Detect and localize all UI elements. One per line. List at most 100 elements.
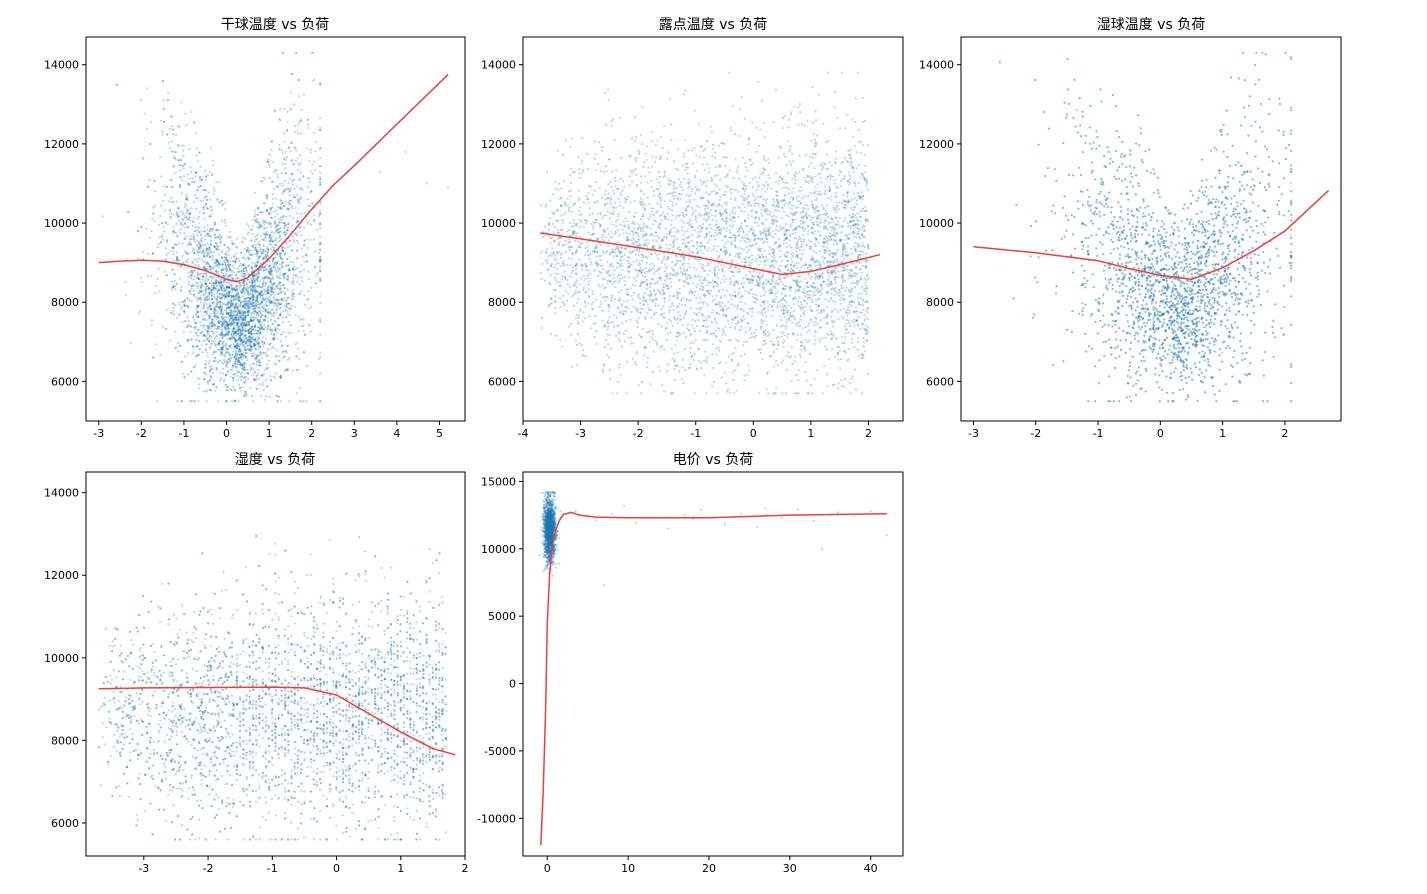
scatter-point	[229, 324, 232, 327]
scatter-point	[239, 322, 242, 325]
scatter-point	[214, 279, 217, 282]
scatter-point	[251, 280, 254, 283]
scatter-point	[215, 298, 218, 301]
scatter-point	[241, 287, 244, 290]
scatter-point	[834, 150, 838, 153]
scatter-point	[249, 367, 252, 370]
scatter-point	[319, 165, 322, 168]
scatter-point	[267, 291, 270, 294]
scatter-point	[272, 296, 275, 299]
scatter-point	[187, 173, 190, 176]
scatter-point	[248, 297, 251, 301]
scatter-point	[223, 275, 226, 278]
scatter-point	[225, 225, 228, 228]
scatter-point	[264, 309, 267, 312]
scatter-point	[865, 184, 868, 187]
scatter-point	[175, 222, 178, 226]
scatter-point	[169, 249, 172, 252]
scatter-point	[196, 310, 199, 313]
scatter-point	[211, 353, 214, 356]
scatter-point	[175, 235, 179, 238]
scatter-point	[193, 289, 196, 293]
scatter-point	[260, 327, 263, 330]
scatter-point	[220, 199, 223, 202]
scatter-point	[202, 304, 206, 307]
scatter-point	[240, 270, 243, 273]
scatter-point	[268, 277, 271, 280]
scatter-point	[272, 337, 275, 341]
scatter-point	[278, 239, 281, 242]
scatter-point	[264, 254, 267, 258]
scatter-point	[254, 301, 257, 304]
scatter-point	[247, 247, 250, 250]
scatter-point	[193, 252, 196, 255]
scatter-point	[183, 310, 186, 313]
scatter-point	[770, 340, 773, 343]
scatter-point	[265, 292, 268, 295]
scatter-point	[278, 255, 281, 258]
scatter-point	[215, 367, 218, 370]
scatter-point	[186, 297, 189, 300]
scatter-point	[248, 306, 252, 309]
scatter-point	[261, 290, 264, 293]
scatter-point	[225, 325, 228, 328]
scatter-point	[225, 351, 228, 354]
scatter-point	[232, 373, 235, 376]
scatter-point	[177, 144, 180, 147]
scatter-point	[239, 328, 242, 331]
scatter-point	[303, 212, 306, 215]
scatter-point	[233, 362, 236, 365]
scatter-point	[152, 206, 155, 209]
scatter-point	[202, 206, 205, 209]
scatter-point	[230, 357, 233, 360]
scatter-point	[743, 236, 746, 240]
scatter-point	[233, 399, 236, 402]
scatter-point	[210, 297, 214, 300]
scatter-point	[279, 199, 282, 202]
scatter-point	[268, 270, 271, 273]
scatter-point	[181, 164, 184, 167]
scatter-point	[209, 368, 212, 371]
scatter-point	[193, 269, 196, 272]
scatter-point	[220, 334, 223, 337]
scatter-point	[268, 304, 271, 307]
scatter-point	[197, 291, 200, 294]
scatter-point	[663, 263, 667, 266]
scatter-point	[213, 308, 216, 311]
scatter-point	[283, 287, 286, 290]
scatter-point	[224, 342, 228, 345]
scatter-point	[282, 215, 285, 218]
scatter-point	[243, 300, 246, 303]
scatter-point	[216, 198, 219, 201]
scatter-point	[127, 210, 130, 213]
scatter-point	[253, 262, 256, 265]
scatter-point	[275, 394, 278, 397]
scatter-point	[278, 117, 281, 121]
scatter-point	[280, 257, 283, 260]
scatter-point	[279, 287, 282, 290]
scatter-point	[789, 145, 792, 148]
scatter-point	[224, 288, 227, 291]
scatter-point	[710, 130, 713, 133]
scatter-point	[229, 282, 232, 285]
scatter-point	[262, 248, 265, 251]
scatter-point	[255, 295, 258, 298]
scatter-point	[231, 290, 234, 294]
scatter-point	[270, 149, 273, 152]
scatter-point	[221, 260, 224, 263]
scatter-point	[162, 107, 165, 110]
scatter-point	[227, 311, 230, 314]
scatter-point	[250, 228, 253, 231]
scatter-point	[195, 171, 198, 174]
scatter-point	[306, 364, 309, 368]
scatter-point	[242, 236, 245, 239]
scatter-point	[194, 229, 197, 233]
scatter-point	[202, 306, 205, 309]
scatter-point	[227, 332, 230, 335]
scatter-point	[202, 390, 205, 393]
scatter-point	[216, 285, 219, 288]
scatter-point	[676, 262, 679, 265]
scatter-point	[250, 267, 254, 270]
scatter-point	[319, 259, 322, 262]
scatter-point	[215, 264, 218, 267]
